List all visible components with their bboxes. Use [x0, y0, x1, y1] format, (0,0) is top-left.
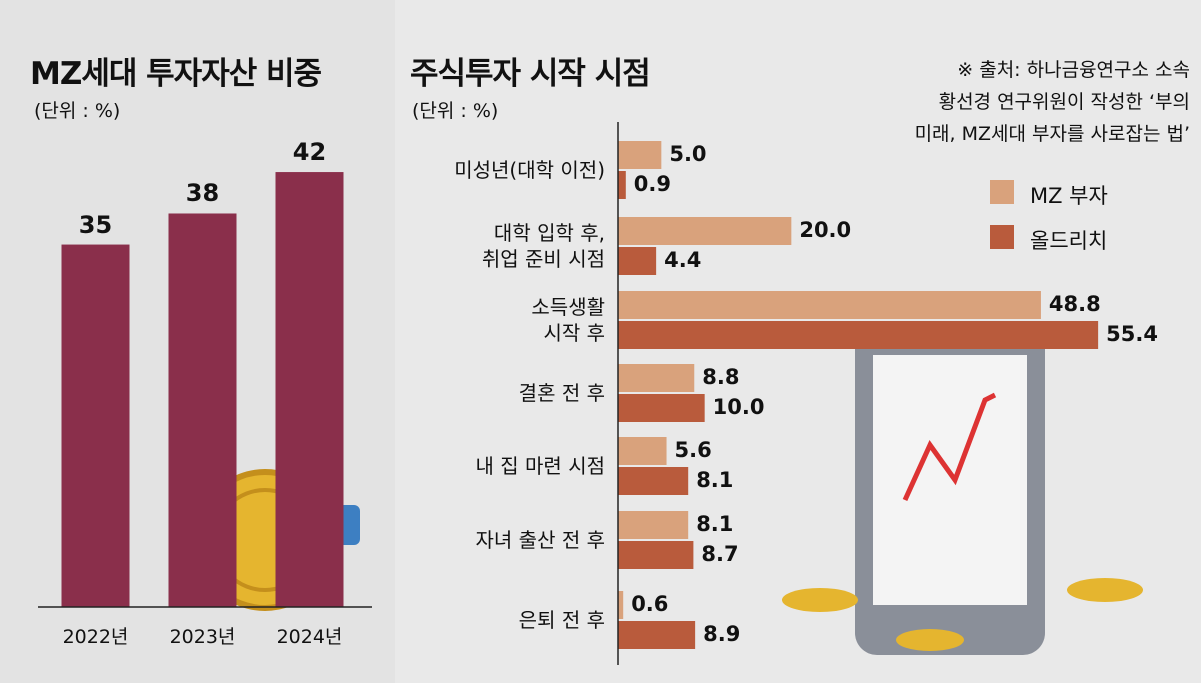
- source-note: ※ 출처: 하나금융연구소 소속 황선경 연구위원이 작성한 ‘부의 미래, M…: [914, 59, 1190, 145]
- bar: [618, 591, 624, 619]
- legend-swatch: [990, 180, 1014, 204]
- y-tick-label: 내 집 마련 시점: [475, 454, 605, 478]
- coin-stack: [782, 588, 858, 612]
- chart-subtitle: (단위 : %): [34, 100, 121, 122]
- value-label: 38: [185, 179, 220, 208]
- y-tick-label: 결혼 전 후: [518, 381, 605, 405]
- coin-stack: [1067, 578, 1143, 602]
- value-label: 10.0: [712, 395, 765, 419]
- bar: [168, 213, 237, 607]
- value-label: 55.4: [1106, 322, 1158, 346]
- bar: [618, 621, 696, 649]
- bar: [618, 364, 695, 392]
- value-label: 8.1: [696, 468, 734, 492]
- y-tick-label: 소득생활 시작 후: [531, 295, 605, 345]
- bar: [275, 172, 344, 608]
- bar: [618, 217, 792, 245]
- bar: [618, 247, 657, 275]
- bar: [618, 467, 689, 495]
- value-label: 42: [292, 138, 327, 167]
- trend-arrow: [902, 392, 997, 502]
- y-tick-label: 대학 입학 후, 취업 준비 시점: [481, 221, 605, 271]
- chart-title: 주식투자 시작 시점: [410, 56, 651, 92]
- value-label: 4.4: [664, 248, 702, 272]
- legend-label: MZ 부자: [1030, 184, 1108, 208]
- value-label: 35: [78, 210, 113, 239]
- bar: [618, 437, 667, 465]
- value-label: 20.0: [799, 218, 852, 242]
- bar: [61, 244, 130, 608]
- chart-subtitle: (단위 : %): [412, 100, 499, 122]
- coin-stack: [896, 629, 964, 651]
- legend-label: 올드리치: [1030, 229, 1108, 253]
- chart-title: MZ세대 투자자산 비중: [30, 56, 322, 92]
- value-label: 48.8: [1048, 292, 1101, 316]
- bar: [618, 541, 694, 569]
- x-tick-label: 2022년: [62, 626, 129, 648]
- value-label: 5.6: [674, 438, 712, 462]
- bar: [618, 171, 626, 199]
- bar: [618, 141, 662, 169]
- bar: [618, 394, 705, 422]
- phone-screen: [873, 355, 1027, 605]
- value-label: 0.9: [633, 172, 671, 196]
- x-tick-label: 2024년: [276, 626, 343, 648]
- value-label: 8.1: [696, 512, 734, 536]
- bar: [618, 321, 1099, 349]
- legend-swatch: [990, 225, 1014, 249]
- x-tick-label: 2023년: [169, 626, 236, 648]
- y-tick-label: 미성년(대학 이전): [454, 158, 605, 182]
- value-label: 5.0: [669, 142, 707, 166]
- bar: [618, 511, 689, 539]
- bar: [618, 291, 1041, 319]
- value-label: 0.6: [631, 592, 669, 616]
- y-tick-label: 은퇴 전 후: [518, 608, 605, 632]
- value-label: 8.9: [703, 622, 741, 646]
- value-label: 8.8: [702, 365, 740, 389]
- y-tick-label: 자녀 출산 전 후: [475, 528, 605, 552]
- value-label: 8.7: [701, 542, 739, 566]
